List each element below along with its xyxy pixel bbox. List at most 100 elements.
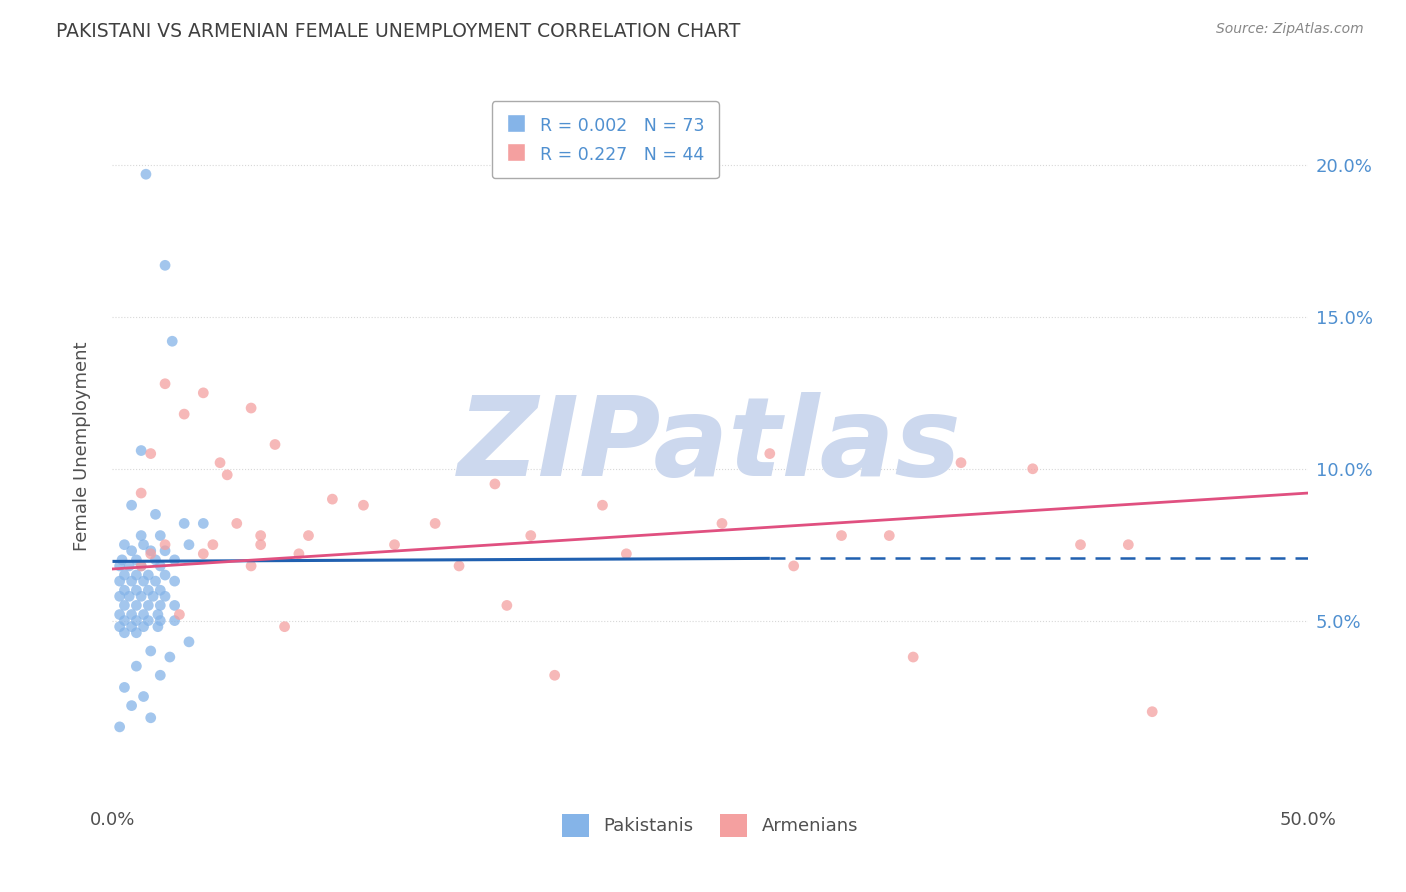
Point xyxy=(149,528,172,542)
Point xyxy=(125,614,148,628)
Point xyxy=(108,574,131,588)
Point xyxy=(149,668,172,682)
Point xyxy=(193,516,215,531)
Point xyxy=(146,620,169,634)
Point xyxy=(145,574,167,588)
Point xyxy=(118,558,141,573)
Point xyxy=(159,650,181,665)
Text: Source: ZipAtlas.com: Source: ZipAtlas.com xyxy=(1216,22,1364,37)
Point xyxy=(139,711,162,725)
Point xyxy=(149,583,172,598)
Point xyxy=(425,516,447,531)
Point xyxy=(121,620,143,634)
Point xyxy=(114,583,135,598)
Point xyxy=(138,568,160,582)
Point xyxy=(153,543,176,558)
Point xyxy=(193,547,215,561)
Point xyxy=(125,553,148,567)
Point xyxy=(129,558,152,573)
Point xyxy=(125,583,148,598)
Point xyxy=(138,614,160,628)
Point xyxy=(153,590,176,604)
Point xyxy=(125,568,148,582)
Point xyxy=(121,543,143,558)
Point xyxy=(138,599,160,613)
Point xyxy=(114,681,135,695)
Point xyxy=(108,590,131,604)
Point xyxy=(592,498,614,512)
Point xyxy=(114,625,135,640)
Point xyxy=(264,437,287,451)
Point xyxy=(142,590,165,604)
Point xyxy=(543,668,565,682)
Point xyxy=(321,492,343,507)
Point xyxy=(249,528,271,542)
Point xyxy=(118,590,141,604)
Point xyxy=(121,607,143,622)
Point xyxy=(149,614,172,628)
Point xyxy=(132,620,155,634)
Point xyxy=(447,558,470,573)
Point xyxy=(173,516,195,531)
Point xyxy=(163,614,186,628)
Point xyxy=(114,614,135,628)
Point xyxy=(153,258,176,272)
Point xyxy=(108,720,131,734)
Text: PAKISTANI VS ARMENIAN FEMALE UNEMPLOYMENT CORRELATION CHART: PAKISTANI VS ARMENIAN FEMALE UNEMPLOYMEN… xyxy=(56,22,741,41)
Text: ZIPatlas: ZIPatlas xyxy=(458,392,962,500)
Point xyxy=(782,558,804,573)
Point xyxy=(149,599,172,613)
Point xyxy=(616,547,638,561)
Point xyxy=(139,447,162,461)
Point xyxy=(114,599,135,613)
Point xyxy=(711,516,734,531)
Point xyxy=(129,590,152,604)
Point xyxy=(240,401,263,415)
Point xyxy=(1118,538,1140,552)
Point xyxy=(496,599,519,613)
Point xyxy=(145,553,167,567)
Point xyxy=(139,644,162,658)
Point xyxy=(125,659,148,673)
Point xyxy=(114,538,135,552)
Point xyxy=(950,456,973,470)
Point xyxy=(153,538,176,552)
Point xyxy=(1142,705,1164,719)
Point xyxy=(121,574,143,588)
Point xyxy=(108,607,131,622)
Point xyxy=(146,607,169,622)
Point xyxy=(273,620,295,634)
Point xyxy=(129,558,152,573)
Point xyxy=(121,498,143,512)
Point xyxy=(111,553,134,567)
Point xyxy=(297,528,319,542)
Point xyxy=(108,620,131,634)
Point xyxy=(129,443,152,458)
Point xyxy=(125,599,148,613)
Point xyxy=(352,498,374,512)
Point xyxy=(177,538,200,552)
Point xyxy=(108,558,131,573)
Point xyxy=(149,558,172,573)
Point xyxy=(125,625,148,640)
Point xyxy=(129,528,152,542)
Point xyxy=(759,447,782,461)
Point xyxy=(240,558,263,573)
Point xyxy=(177,635,200,649)
Point xyxy=(163,574,186,588)
Point xyxy=(129,486,152,500)
Point xyxy=(209,456,232,470)
Point xyxy=(132,607,155,622)
Point xyxy=(520,528,543,542)
Point xyxy=(193,385,215,400)
Point xyxy=(135,167,157,181)
Point xyxy=(132,690,155,704)
Point xyxy=(903,650,925,665)
Point xyxy=(139,543,162,558)
Point xyxy=(831,528,853,542)
Legend: Pakistanis, Armenians: Pakistanis, Armenians xyxy=(554,807,866,844)
Point xyxy=(1022,462,1045,476)
Point xyxy=(163,599,186,613)
Point xyxy=(153,376,176,391)
Point xyxy=(225,516,247,531)
